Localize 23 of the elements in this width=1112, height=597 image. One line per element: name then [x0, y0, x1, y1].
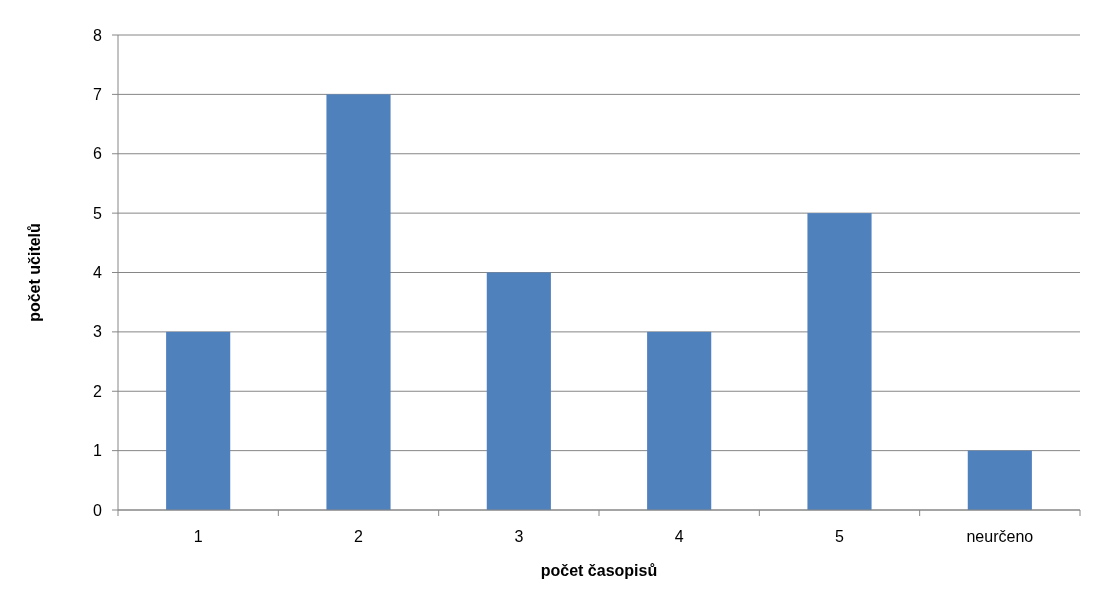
bar [967, 450, 1032, 510]
y-tick-label: 8 [93, 26, 103, 44]
y-tick-label: 3 [93, 323, 103, 341]
bar [166, 331, 231, 510]
y-tick-label: 6 [93, 145, 103, 163]
x-tick-label: neurčeno [966, 528, 1034, 545]
x-tick-label: 2 [354, 528, 364, 545]
y-tick-label: 7 [93, 85, 103, 103]
x-tick-label: 3 [514, 528, 524, 545]
bar [486, 272, 551, 510]
y-tick-label: 0 [93, 501, 103, 519]
x-tick-label: 5 [835, 528, 845, 545]
bar [807, 213, 872, 510]
bar [326, 94, 391, 510]
y-tick-label: 4 [93, 264, 103, 282]
x-tick-label: 1 [193, 528, 203, 545]
y-tick-label: 1 [93, 442, 103, 460]
y-tick-label: 5 [93, 204, 103, 222]
x-axis-title: počet časopisů [540, 562, 658, 579]
y-axis-title: počet učitelů [26, 223, 43, 322]
y-tick-label: 2 [93, 382, 103, 400]
x-tick-label: 4 [674, 528, 684, 545]
bar [647, 331, 712, 510]
